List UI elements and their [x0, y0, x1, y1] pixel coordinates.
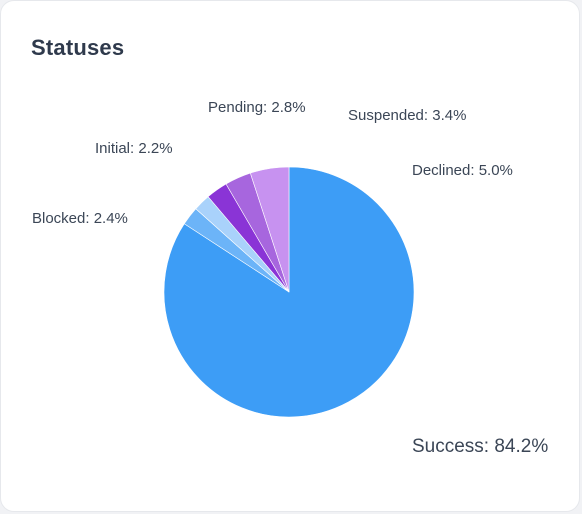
slice-label-initial: Initial: 2.2% [95, 140, 173, 157]
slice-label-suspended: Suspended: 3.4% [348, 107, 466, 124]
slice-label-success: Success: 84.2% [412, 436, 548, 457]
pie-slice-declined[interactable] [249, 166, 290, 293]
slice-label-declined: Declined: 5.0% [412, 162, 513, 179]
slice-label-blocked: Blocked: 2.4% [32, 210, 128, 227]
pie-labels: Success: 84.2% Blocked: 2.4% Initial: 2.… [32, 99, 548, 457]
pie-slices [163, 166, 415, 418]
card-title: Statuses [31, 35, 125, 60]
slice-label-pending: Pending: 2.8% [208, 99, 306, 116]
